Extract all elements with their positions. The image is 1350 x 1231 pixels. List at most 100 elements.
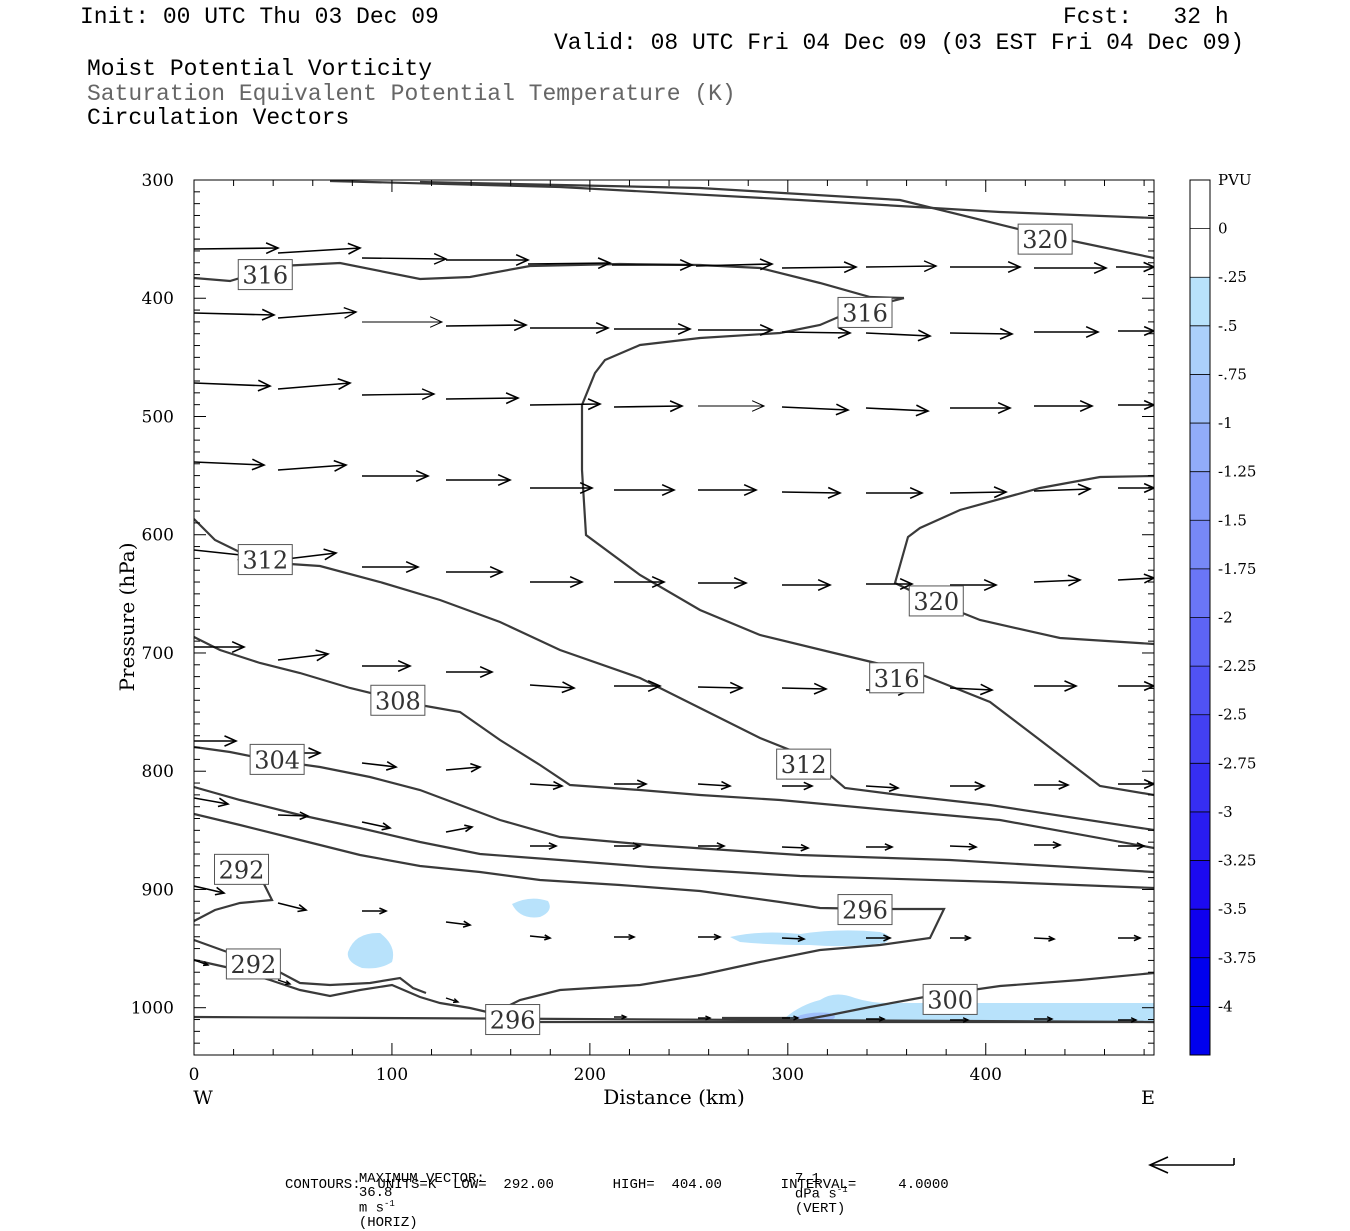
- colorbar-bin: [1190, 860, 1210, 910]
- circulation-vector: [362, 316, 444, 328]
- circulation-vector: [781, 261, 858, 274]
- circulation-vector: [949, 842, 978, 851]
- init-time: Init: 00 UTC Thu 03 Dec 09: [80, 4, 439, 30]
- circulation-vector: [866, 843, 894, 851]
- colorbar-bin: [1190, 325, 1210, 375]
- circulation-vector: [1033, 483, 1092, 496]
- circulation-vector: [613, 400, 684, 413]
- contour-label-text: 296: [490, 1007, 536, 1035]
- circulation-vector: [614, 779, 648, 789]
- forecast-hour: Fcst: 32 h: [1063, 4, 1229, 30]
- contour-label: 292: [214, 853, 270, 885]
- colorbar-label: -1.25: [1218, 463, 1256, 481]
- contour-label: 300: [922, 983, 978, 1015]
- circulation-vector: [445, 920, 472, 928]
- circulation-vector: [277, 902, 308, 913]
- colorbar-label: 0: [1218, 220, 1228, 238]
- circulation-vector: [1118, 680, 1154, 692]
- theta-e-contour: [194, 879, 274, 922]
- pv-blob: [347, 932, 394, 969]
- x-tick-label: 200: [574, 1065, 606, 1085]
- circulation-vector: [361, 821, 392, 831]
- contour-label-text: 312: [781, 751, 827, 779]
- pv-blob: [795, 1012, 835, 1020]
- contour-label: 312: [776, 748, 832, 780]
- circulation-vector: [530, 481, 594, 495]
- contour-label: 304: [249, 743, 305, 775]
- circulation-vector: [950, 401, 1012, 415]
- circulation-vector: [781, 935, 806, 943]
- circulation-vector: [949, 327, 1014, 340]
- circulation-vector: [277, 649, 330, 662]
- theta-e-contour: [194, 518, 1154, 832]
- contour-label-text: 292: [219, 856, 265, 884]
- y-tick-label: 300: [142, 171, 174, 191]
- theta-e-contour: [194, 1015, 1154, 1024]
- colorbar-label: -2.75: [1218, 754, 1256, 772]
- circulation-vector: [949, 486, 1008, 499]
- y-tick-label: 800: [142, 762, 174, 782]
- x-tick-label: 300: [772, 1065, 804, 1085]
- circulation-vector: [445, 762, 482, 773]
- colorbar-bin: [1190, 763, 1210, 813]
- circulation-vector: [614, 483, 676, 497]
- circulation-vector: [194, 379, 272, 392]
- circulation-vector: [950, 1017, 970, 1023]
- circulation-vector: [362, 469, 430, 483]
- colorbar-bin: [1190, 909, 1210, 959]
- field-title-vectors: Circulation Vectors: [87, 105, 350, 131]
- y-tick-label: 400: [142, 289, 174, 309]
- pv-blob: [512, 898, 550, 918]
- circulation-vector: [530, 575, 584, 589]
- cross-section-chart: 320 316 316 312 320 316 308 304 312 292 296 292 300 2…: [115, 171, 1256, 1174]
- circulation-vector: [614, 322, 692, 336]
- circulation-vector: [614, 842, 642, 850]
- circulation-vector: [1117, 573, 1154, 584]
- circulation-vector: [949, 683, 994, 696]
- circulation-vector: [445, 392, 520, 405]
- circulation-vector: [194, 640, 246, 654]
- contour-label: 292: [225, 948, 281, 980]
- colorbar-bin: [1190, 617, 1210, 667]
- circulation-vector: [194, 458, 266, 471]
- contour-label: 320: [1017, 223, 1073, 255]
- circulation-vector: [361, 388, 436, 401]
- circulation-vector: [277, 242, 362, 255]
- colorbar-label: -1.75: [1218, 560, 1256, 578]
- circulation-vector: [698, 933, 722, 941]
- circulation-vector: [277, 306, 358, 319]
- circulation-vector: [781, 682, 828, 695]
- east-label: E: [1141, 1087, 1155, 1109]
- circulation-vector: [865, 782, 900, 793]
- circulation-vector: [865, 404, 930, 417]
- circulation-vector: [446, 253, 530, 267]
- circulation-vector: [530, 842, 558, 850]
- contour-label-text: 320: [1022, 226, 1068, 254]
- circulation-vector: [1034, 1016, 1054, 1022]
- contour-label-text: 304: [254, 746, 300, 774]
- circulation-vector: [614, 1014, 628, 1020]
- theta-e-contour: [194, 745, 1154, 874]
- contour-label: 296: [485, 1004, 541, 1036]
- circulation-vector: [194, 735, 238, 747]
- circulation-vector: [277, 377, 352, 390]
- circulation-vector: [529, 398, 602, 411]
- colorbar-label: -3.25: [1218, 852, 1256, 870]
- circulation-vector: [362, 659, 412, 673]
- horiz-exponent: -1: [384, 1199, 395, 1209]
- colorbar-label: -1: [1218, 414, 1233, 432]
- circulation-vector: [361, 761, 398, 771]
- contour-label-text: 312: [242, 547, 288, 575]
- contour-labels: 320 316 316 312 320 316 308 304 312 292 296 292 300 2…: [214, 223, 1073, 1036]
- circulation-vector: [529, 681, 576, 694]
- circulation-vector: [781, 403, 850, 416]
- theta-e-contour: [194, 812, 946, 1021]
- colorbar-bin: [1190, 423, 1210, 473]
- theta-e-contour: [194, 785, 1154, 890]
- circulation-vector: [781, 486, 842, 499]
- circulation-vector: [781, 326, 852, 339]
- circulation-vector: [612, 258, 694, 272]
- circulation-vector: [277, 459, 348, 472]
- x-tick-label: 100: [376, 1065, 408, 1085]
- circulation-vector: [446, 473, 512, 487]
